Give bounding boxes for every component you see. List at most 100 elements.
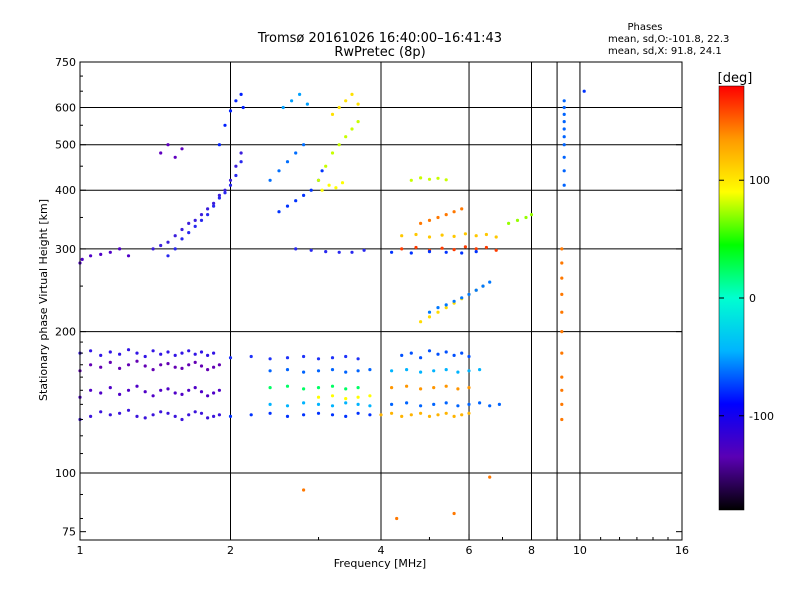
data-point	[368, 404, 372, 408]
data-point	[316, 395, 321, 399]
data-point	[118, 366, 122, 370]
data-point	[405, 401, 409, 405]
data-point	[206, 368, 210, 372]
data-point	[419, 356, 423, 360]
data-point	[330, 384, 335, 388]
data-point	[80, 257, 84, 261]
data-point	[400, 247, 404, 251]
data-point	[217, 413, 221, 417]
data-point	[379, 413, 383, 417]
data-point	[228, 414, 233, 418]
data-point	[427, 349, 432, 353]
data-point	[239, 151, 243, 155]
data-point	[460, 296, 464, 300]
data-point	[562, 99, 566, 103]
data-point	[268, 357, 272, 361]
data-point	[166, 143, 170, 147]
data-point	[206, 213, 210, 217]
data-point	[467, 402, 471, 406]
data-point	[305, 102, 309, 106]
data-point	[478, 368, 482, 372]
data-point	[444, 303, 448, 307]
data-point	[344, 414, 348, 418]
data-point	[444, 250, 448, 254]
data-point	[126, 254, 131, 258]
data-point	[108, 250, 112, 254]
data-point	[180, 392, 184, 396]
data-point	[330, 368, 335, 372]
data-point	[199, 411, 204, 415]
data-point	[159, 388, 163, 392]
data-point	[390, 386, 394, 390]
phases-info-line-x: mean, sd,X: 91.8, 24.1	[608, 46, 722, 57]
colorbar-tick-label: 0	[749, 292, 756, 305]
data-point	[212, 351, 216, 355]
data-point	[444, 411, 448, 415]
data-point	[212, 414, 216, 418]
data-point	[99, 365, 103, 369]
y-tick-label: 100	[55, 467, 76, 480]
data-point	[467, 292, 471, 296]
data-point	[151, 394, 155, 398]
data-point	[166, 240, 170, 244]
data-point	[474, 234, 478, 238]
data-point	[432, 386, 436, 390]
data-point	[285, 414, 290, 418]
data-point	[436, 310, 440, 314]
data-point	[180, 227, 184, 232]
data-point	[562, 143, 566, 147]
data-point	[562, 183, 566, 187]
data-point	[223, 123, 227, 127]
data-point	[217, 143, 221, 147]
data-point	[143, 416, 147, 420]
data-point	[302, 413, 306, 417]
data-point	[344, 387, 348, 391]
data-point	[99, 252, 103, 256]
data-point	[427, 250, 432, 254]
data-point	[268, 178, 272, 182]
data-point	[241, 105, 245, 110]
data-point	[187, 413, 191, 417]
data-point	[409, 251, 413, 255]
data-point	[350, 250, 354, 254]
y-tick-label: 300	[55, 243, 76, 256]
colorbar-tick-label: 100	[749, 174, 770, 187]
data-point	[89, 388, 93, 392]
data-point	[444, 350, 448, 354]
data-point	[560, 276, 564, 280]
data-point	[193, 218, 197, 222]
data-point	[419, 404, 423, 408]
data-point	[199, 218, 204, 222]
y-tick-label: 750	[55, 56, 76, 69]
data-point	[452, 299, 456, 303]
data-point	[344, 401, 348, 405]
data-point	[474, 288, 478, 292]
data-point	[529, 213, 534, 217]
data-point	[400, 234, 404, 238]
data-point	[277, 169, 281, 173]
data-point	[562, 169, 566, 173]
data-point	[316, 178, 321, 182]
data-point	[217, 193, 221, 197]
data-point	[187, 388, 191, 392]
x-axis-ticks: 1 2 4 6 8 10 16	[77, 534, 689, 557]
data-point	[126, 388, 131, 392]
data-point	[234, 99, 238, 103]
data-point	[452, 511, 456, 516]
data-point	[390, 411, 394, 415]
data-point	[277, 210, 281, 214]
data-point	[409, 413, 413, 417]
data-point	[474, 250, 478, 254]
data-point	[268, 369, 272, 373]
y-axis-ticks: 75 100 200 300 400 500 600 750	[55, 56, 682, 539]
y-tick-label: 600	[55, 102, 76, 115]
data-point	[294, 247, 298, 251]
x-tick-label: 2	[227, 544, 234, 557]
data-point	[356, 395, 360, 399]
data-point	[560, 351, 564, 355]
data-point	[173, 247, 177, 251]
data-point	[467, 411, 471, 415]
data-point	[316, 411, 321, 415]
data-point	[444, 384, 448, 388]
